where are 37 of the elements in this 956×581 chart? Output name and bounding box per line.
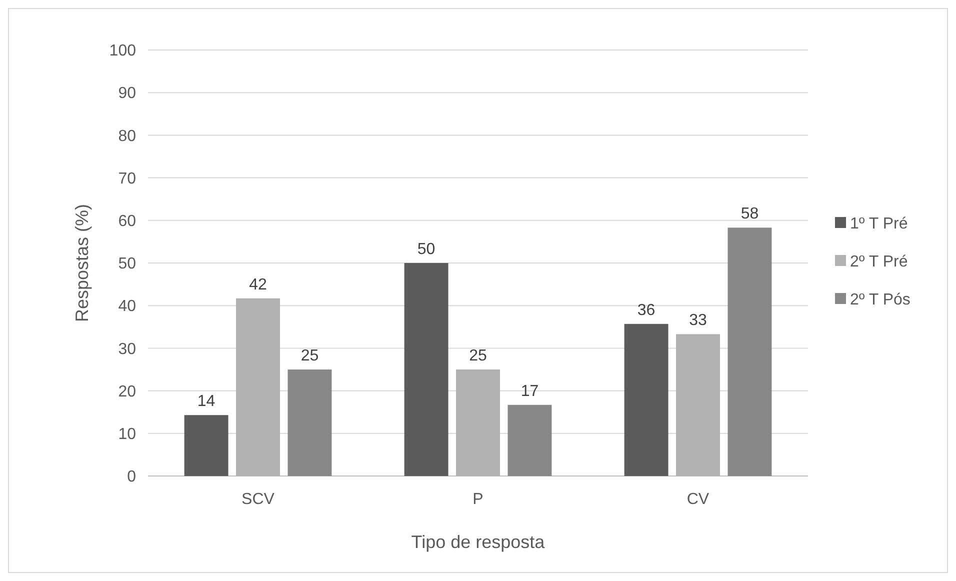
- data-label: 25: [469, 348, 487, 364]
- y-tick-label: 0: [127, 468, 136, 486]
- legend-label: 2º T Pré: [850, 254, 908, 271]
- bar: [288, 370, 332, 476]
- x-tick-label: SCV: [242, 491, 275, 508]
- data-label: 17: [520, 382, 539, 400]
- y-tick-label: 10: [118, 426, 136, 443]
- y-tick-label: 70: [118, 170, 136, 188]
- data-label: 33: [689, 312, 707, 330]
- data-label: 42: [249, 276, 267, 294]
- bar: [676, 334, 720, 476]
- bar: [184, 415, 228, 476]
- y-tick-label: 50: [118, 256, 136, 273]
- legend-label: 2º T Pós: [850, 292, 910, 309]
- data-label: 58: [740, 206, 759, 223]
- y-tick-label: 80: [118, 128, 136, 145]
- bar: [456, 370, 500, 476]
- data-label: 25: [300, 348, 319, 364]
- data-label: 36: [637, 302, 656, 319]
- bar: [624, 324, 668, 476]
- bar: [404, 263, 448, 476]
- bar: [508, 404, 552, 476]
- y-tick-label: 20: [118, 383, 136, 400]
- data-label: 50: [417, 241, 436, 258]
- x-tick-label: P: [472, 491, 484, 508]
- y-tick-label: 30: [118, 340, 136, 358]
- y-tick-label: 40: [118, 298, 136, 316]
- y-tick-label: 100: [109, 42, 136, 60]
- data-label: 14: [197, 393, 216, 410]
- x-tick-label: CV: [686, 491, 710, 508]
- y-tick-label: 60: [118, 213, 136, 230]
- bar: [236, 298, 280, 476]
- legend-label: 1º T Pré: [850, 216, 908, 233]
- y-axis-title: Respostas (%): [72, 204, 92, 322]
- x-axis-title: Tipo de resposta: [411, 532, 546, 552]
- bar: [728, 228, 772, 476]
- y-tick-label: 90: [118, 85, 136, 102]
